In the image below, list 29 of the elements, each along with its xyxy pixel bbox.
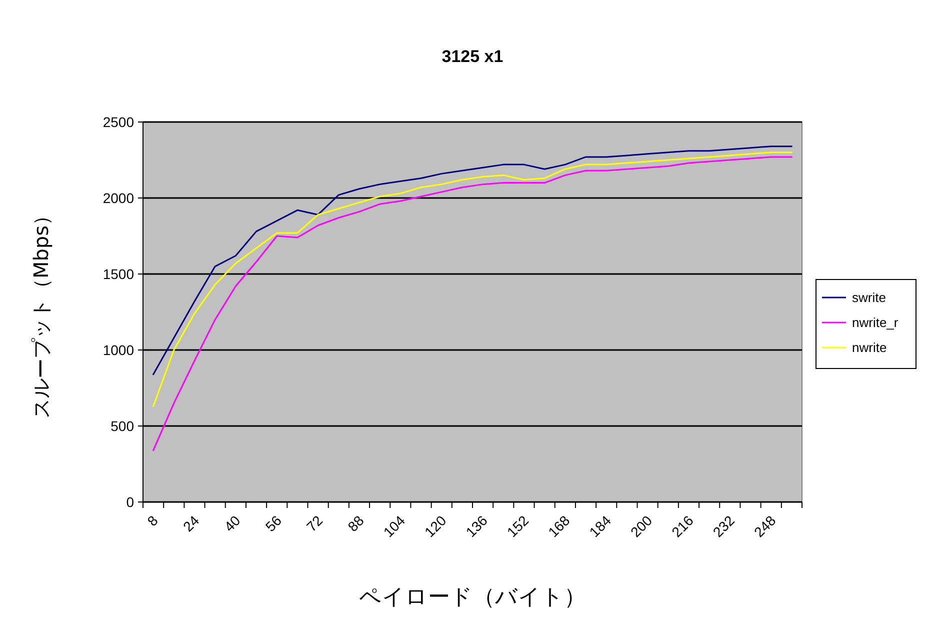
- line-series: [152, 156, 792, 452]
- x-tick-label: 8: [144, 512, 162, 530]
- x-tick-label: 248: [750, 512, 779, 540]
- y-tick-label: 0: [126, 494, 134, 510]
- chart-title: 3125 x1: [442, 47, 504, 66]
- x-tick-label: 88: [344, 512, 367, 535]
- x-tick-label: 152: [504, 512, 532, 540]
- x-tick-label: 168: [544, 512, 573, 540]
- x-tick-label: 104: [380, 512, 408, 540]
- legend-label: swrite: [852, 290, 886, 306]
- x-tick-label: 56: [262, 512, 285, 535]
- x-tick-label: 232: [710, 512, 738, 540]
- x-tick-label: 40: [220, 512, 244, 535]
- x-axis-title: ペイロード（バイト）: [359, 585, 586, 610]
- legend-label: nwrite_r: [852, 315, 899, 330]
- y-axis-title: スループット（Mbps）: [29, 205, 53, 419]
- x-tick-label: 136: [462, 512, 491, 540]
- y-tick-label: 1500: [102, 266, 134, 282]
- y-tick-label: 2500: [102, 114, 134, 130]
- y-tick-label: 2000: [102, 190, 134, 206]
- x-tick-label: 120: [421, 512, 450, 540]
- x-tick-label: 24: [180, 512, 202, 535]
- x-tick-label: 216: [668, 512, 696, 540]
- x-tick-label: 184: [586, 512, 614, 540]
- legend-label: nwrite: [852, 340, 887, 356]
- y-tick-label: 1000: [102, 342, 134, 358]
- x-tick-label: 72: [303, 512, 326, 535]
- y-tick-label: 500: [110, 418, 134, 434]
- x-tick-label: 200: [627, 512, 656, 540]
